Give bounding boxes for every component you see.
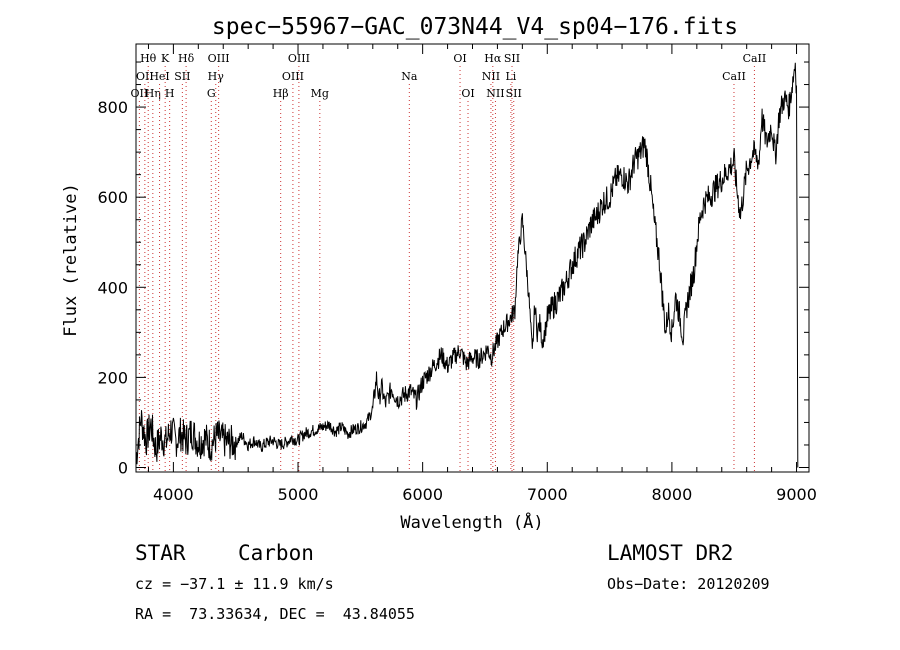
spectral-line-label: SII (174, 70, 190, 83)
y-axis-label: Flux (relative) (61, 183, 81, 337)
spectral-line-label: Hθ (140, 52, 157, 65)
spectral-line-label: K (161, 52, 170, 65)
x-axis: 4000 5000 6000 7000 8000 9000 (147, 44, 817, 504)
spectral-line-label: Hγ (208, 70, 225, 83)
y-tick-label: 0 (118, 458, 128, 477)
spectral-line-label: Hδ (178, 52, 195, 65)
spectral-line-label: OIII (288, 52, 310, 65)
x-axis-label: Wavelength (Å) (400, 511, 543, 533)
spectral-line-label: SII (504, 52, 520, 65)
x-tick-label: 8000 (652, 485, 693, 504)
spectral-line-label: Hα (484, 52, 502, 65)
spectral-line-label: G (207, 87, 216, 100)
spectral-line-label: HeI (149, 70, 169, 83)
spectral-line-label: SII (506, 87, 522, 100)
spectral-line-label: CaII (743, 52, 767, 65)
plot-frame (135, 43, 810, 473)
spectral-line-label: NII (482, 70, 500, 83)
observation-date: Obs−Date: 20120209 (607, 575, 770, 593)
spectral-line-label: OI (453, 52, 466, 65)
object-class: STAR (135, 541, 186, 565)
spectral-line-label: NII (486, 87, 504, 100)
spectral-line-label: OII (131, 87, 149, 100)
spectral-line-label: OI (461, 87, 474, 100)
spectral-line-label: CaII (722, 70, 746, 83)
spectral-line-label: Na (401, 70, 418, 83)
spectral-line-label: Li (505, 70, 516, 83)
survey-label: LAMOST DR2 (607, 541, 734, 565)
spectral-line-label: OII (136, 70, 154, 83)
x-tick-label: 7000 (527, 485, 568, 504)
y-tick-label: 800 (97, 98, 128, 117)
spectrum-line (135, 62, 799, 468)
object-subclass: Carbon (238, 541, 314, 565)
y-tick-label: 600 (97, 188, 128, 207)
spectral-line-label: H (165, 87, 175, 100)
spectral-line-label: Hβ (273, 87, 289, 100)
y-tick-label: 200 (97, 368, 128, 387)
spectral-line-label: Mg (311, 87, 329, 100)
redshift-velocity: cz = −37.1 ± 11.9 km/s (135, 575, 334, 593)
x-tick-label: 9000 (776, 485, 817, 504)
coordinates: RA = 73.33634, DEC = 43.84055 (135, 605, 415, 623)
spectral-line-markers: OII OII Hθ Hη HeI K H SII Hδ G Hγ OIII Hβ OIII OIII Mg N… (131, 52, 767, 472)
spectral-line-label: Hη (145, 87, 161, 100)
x-tick-label: 5000 (278, 485, 319, 504)
y-tick-label: 400 (97, 278, 128, 297)
y-axis: 0 200 400 600 800 (97, 61, 809, 477)
chart-title: spec−55967−GAC_073N44_V4_sp04−176.fits (212, 14, 738, 40)
x-tick-label: 6000 (402, 485, 443, 504)
spectral-line-label: OIII (208, 52, 230, 65)
x-tick-label: 4000 (153, 485, 194, 504)
spectral-line-label: OIII (282, 70, 304, 83)
